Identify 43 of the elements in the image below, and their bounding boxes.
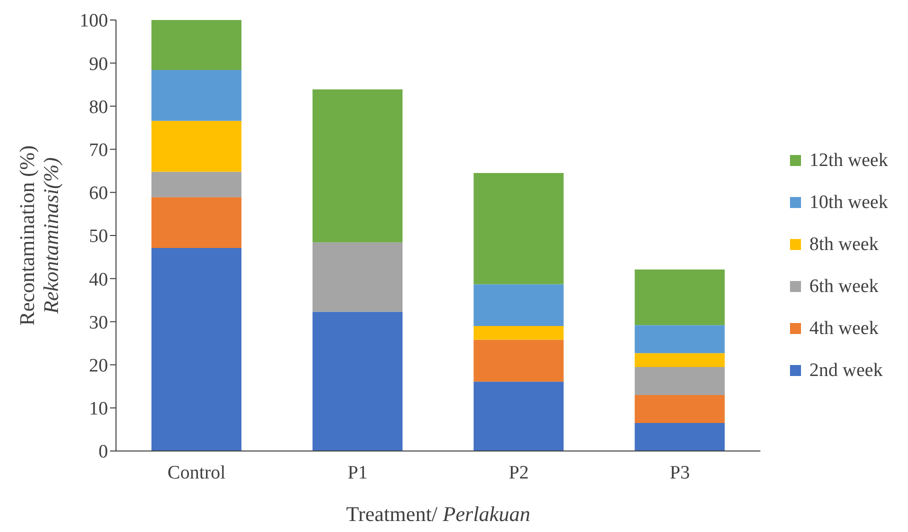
- legend-label: 4th week: [809, 318, 878, 340]
- y-tick-label: 50: [89, 226, 108, 248]
- bar: [151, 197, 242, 248]
- bar: [634, 325, 725, 354]
- bar: [634, 270, 725, 326]
- y-tick-label: 10: [89, 398, 108, 420]
- bar: [151, 172, 242, 198]
- legend-label: 8th week: [809, 234, 878, 256]
- x-tick-label: Control: [168, 462, 226, 484]
- legend-label: 10th week: [809, 192, 888, 214]
- legend-label: 2nd week: [809, 360, 883, 382]
- bar: [634, 366, 725, 395]
- bar: [474, 382, 564, 451]
- y-tick-label: 90: [89, 54, 108, 75]
- y-tick-label: 30: [89, 312, 108, 334]
- bar: [151, 20, 242, 70]
- bar: [634, 422, 725, 451]
- bar: [634, 394, 725, 423]
- x-tick-label: P3: [670, 462, 690, 484]
- bar: [151, 120, 242, 172]
- bar: [151, 70, 242, 121]
- x-axis-title: Treatment/ Perlakuan: [346, 502, 530, 526]
- y-axis-title: Recontamination (%) Rekontaminasi(%): [15, 145, 63, 326]
- x-tick-label: P1: [348, 462, 368, 484]
- bar: [634, 353, 725, 367]
- bar: [312, 89, 403, 242]
- y-tick-label: 70: [89, 140, 108, 162]
- bar: [151, 248, 242, 451]
- y-tick-label: 80: [89, 96, 108, 118]
- x-tick-label: P2: [508, 462, 529, 484]
- y-tick-label: 60: [89, 183, 108, 204]
- bar: [474, 326, 564, 340]
- bar: [474, 173, 564, 284]
- bar: [312, 312, 403, 451]
- y-tick-label: 0: [98, 442, 108, 463]
- y-tick-label: 100: [80, 10, 108, 32]
- y-tick-label: 20: [89, 356, 108, 377]
- y-tick-label: 40: [89, 269, 108, 290]
- legend-label: 6th week: [809, 276, 878, 298]
- bar: [474, 284, 564, 326]
- bar: [474, 340, 564, 382]
- bar: [312, 242, 403, 312]
- legend-label: 12th week: [809, 150, 888, 172]
